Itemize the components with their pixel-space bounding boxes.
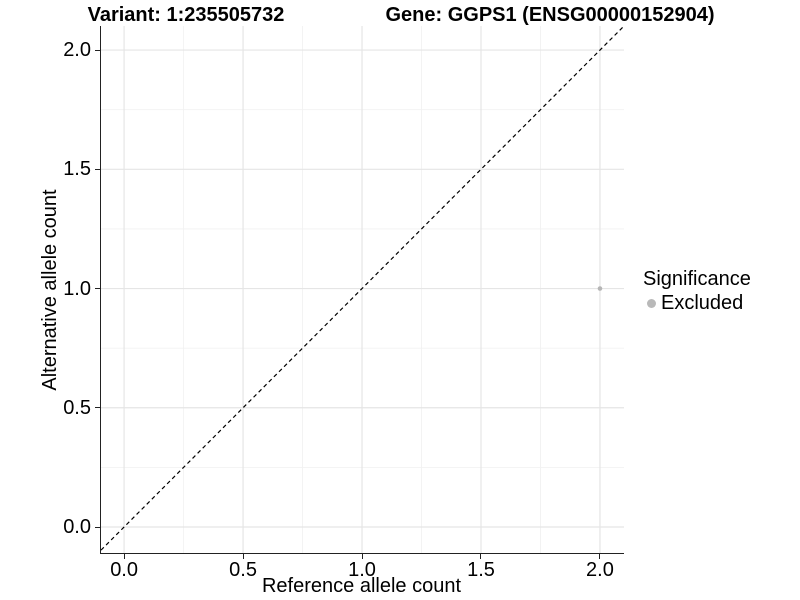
x-axis-title: Reference allele count bbox=[261, 575, 461, 597]
y-tick-label: 0.0 bbox=[63, 516, 91, 538]
y-tick-mark bbox=[95, 407, 100, 409]
y-tick-mark bbox=[95, 168, 100, 170]
x-tick-mark bbox=[123, 554, 125, 559]
x-tick-label: 0.0 bbox=[110, 559, 138, 581]
legend-title: Significance bbox=[643, 268, 751, 290]
y-tick-mark bbox=[95, 288, 100, 290]
x-tick-label: 0.5 bbox=[229, 559, 257, 581]
legend-key-dot bbox=[646, 299, 656, 308]
plot-svg bbox=[100, 25, 625, 553]
plot-panel bbox=[100, 25, 625, 554]
y-tick-label: 2.0 bbox=[63, 39, 91, 62]
x-tick-label: 1.0 bbox=[348, 559, 376, 581]
y-tick-label: 0.5 bbox=[63, 396, 91, 419]
x-tick-mark bbox=[242, 554, 244, 559]
x-tick-label: 1.5 bbox=[467, 559, 495, 581]
x-axis-ticks: 0.0 0.5 1.0 1.5 2.0 bbox=[101, 554, 624, 600]
identity-line bbox=[100, 25, 625, 551]
plot-title-variant: Variant: 1:235505732 bbox=[87, 4, 285, 26]
y-tick-mark bbox=[95, 526, 100, 528]
y-axis-ticks: 0.0 0.5 1.0 1.5 2.0 bbox=[0, 26, 100, 553]
y-tick-mark bbox=[95, 49, 100, 51]
legend: Significance Excluded bbox=[640, 266, 751, 315]
x-tick-mark bbox=[599, 554, 601, 559]
x-tick-mark bbox=[480, 554, 482, 559]
legend-item-label: Excluded bbox=[661, 292, 744, 314]
data-point bbox=[597, 286, 603, 291]
x-tick-mark bbox=[361, 554, 363, 559]
legend-item: Excluded bbox=[640, 292, 751, 315]
legend-key bbox=[643, 299, 659, 308]
plot-title-gene: Gene: GGPS1 (ENSG00000152904) bbox=[385, 4, 715, 26]
y-tick-label: 1.0 bbox=[63, 277, 91, 300]
y-tick-label: 1.5 bbox=[63, 158, 91, 181]
x-tick-label: 2.0 bbox=[586, 559, 614, 581]
